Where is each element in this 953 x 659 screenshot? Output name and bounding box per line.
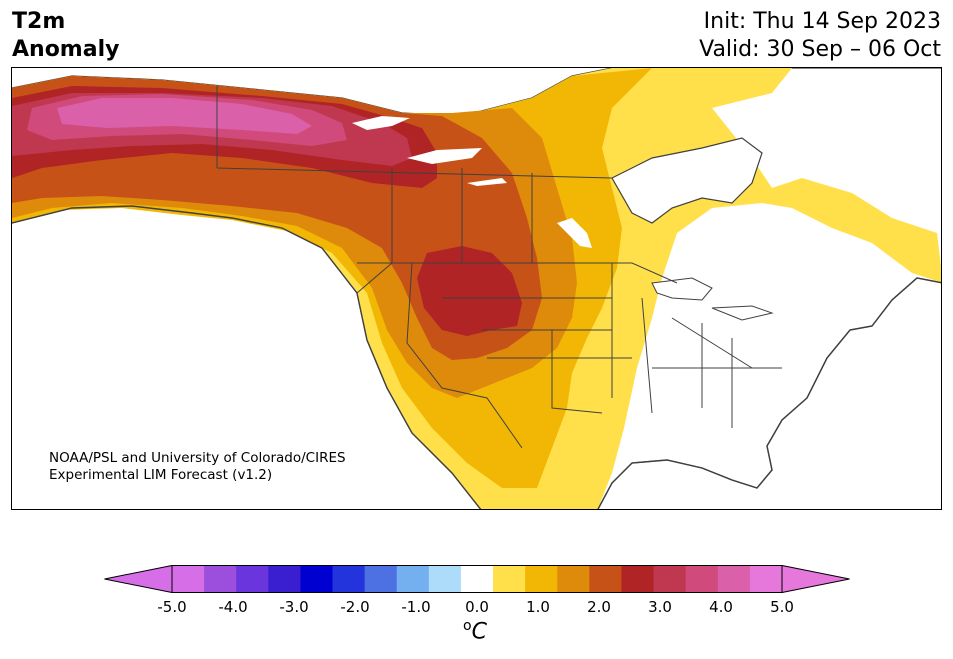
- colorbar-tick-label: 1.0: [526, 598, 550, 616]
- colorbar-bin: [621, 565, 655, 593]
- colorbar-bin: [172, 565, 205, 593]
- colorbar-bin: [268, 565, 301, 593]
- great-slave-lake: [407, 148, 482, 164]
- colorbar-tick-label: -1.0: [401, 598, 431, 616]
- date-block: Init: Thu 14 Sep 2023 Valid: 30 Sep – 06…: [699, 8, 941, 64]
- lake-athabasca: [467, 178, 507, 186]
- anomaly-band-magenta: [57, 98, 312, 134]
- colorbar-bin: [332, 565, 366, 593]
- colorbar-bin: [557, 565, 590, 593]
- colorbar-bin: [653, 565, 687, 593]
- anomaly-map: [11, 67, 942, 510]
- colorbar-unit: oC: [463, 618, 487, 644]
- colorbar-tick-label: 0.0: [465, 598, 489, 616]
- great-bear-lake: [352, 116, 410, 130]
- colorbar-bin: [236, 565, 269, 593]
- variable-label: T2m: [12, 9, 66, 34]
- political-boundaries: [216, 86, 782, 449]
- coastline: [12, 205, 941, 509]
- lake-winnipeg: [557, 218, 592, 248]
- colorbar-bins: [172, 565, 783, 593]
- map-svg: [12, 68, 941, 509]
- colorbar-bin: [396, 565, 430, 593]
- colorbar-tick-label: -3.0: [279, 598, 309, 616]
- colorbar-under-arrow: [104, 565, 172, 593]
- anomaly-hotspot-rockies: [417, 246, 522, 336]
- unit-degree: o: [463, 618, 472, 634]
- colorbar: [104, 565, 850, 593]
- great-lakes: [651, 277, 774, 321]
- colorbar-bin: [749, 565, 783, 593]
- unit-letter: C: [471, 619, 487, 645]
- quantity-label: Anomaly: [12, 37, 120, 62]
- title-block: T2m Anomaly: [12, 8, 119, 64]
- colorbar-tick-label: 5.0: [770, 598, 794, 616]
- colorbar-bin: [525, 565, 558, 593]
- colorbar-tick-label: 4.0: [709, 598, 733, 616]
- colorbar-ticks: -5.0 -4.0 -3.0 -2.0 -1.0 0.0 1.0 2.0 3.0 4.0 5.0: [0, 598, 953, 618]
- colorbar-bin: [589, 565, 622, 593]
- hudson-bay: [611, 137, 763, 224]
- colorbar-tick-label: -5.0: [157, 598, 187, 616]
- colorbar-arrow-outline-right: [781, 565, 850, 593]
- valid-date: Valid: 30 Sep – 06 Oct: [699, 37, 941, 62]
- colorbar-outline: [171, 565, 783, 593]
- colorbar-bin: [460, 565, 494, 593]
- colorbar-bin: [428, 565, 462, 593]
- colorbar-tick-label: -2.0: [340, 598, 370, 616]
- credit-line-1: NOAA/PSL and University of Colorado/CIRE…: [49, 450, 346, 466]
- credit-text: NOAA/PSL and University of Colorado/CIRE…: [49, 450, 346, 484]
- colorbar-bin: [364, 565, 398, 593]
- colorbar-bin: [300, 565, 334, 593]
- colorbar-bin: [717, 565, 751, 593]
- colorbar-tick-label: 2.0: [587, 598, 611, 616]
- colorbar-bin: [493, 565, 526, 593]
- credit-line-2: Experimental LIM Forecast (v1.2): [49, 467, 273, 483]
- init-date: Init: Thu 14 Sep 2023: [703, 9, 941, 34]
- colorbar-tick-label: -4.0: [218, 598, 248, 616]
- colorbar-tick-label: 3.0: [648, 598, 672, 616]
- colorbar-bin: [685, 565, 719, 593]
- colorbar-bin: [204, 565, 237, 593]
- colorbar-over-arrow: [782, 565, 850, 593]
- colorbar-arrow-outline-left: [104, 565, 173, 593]
